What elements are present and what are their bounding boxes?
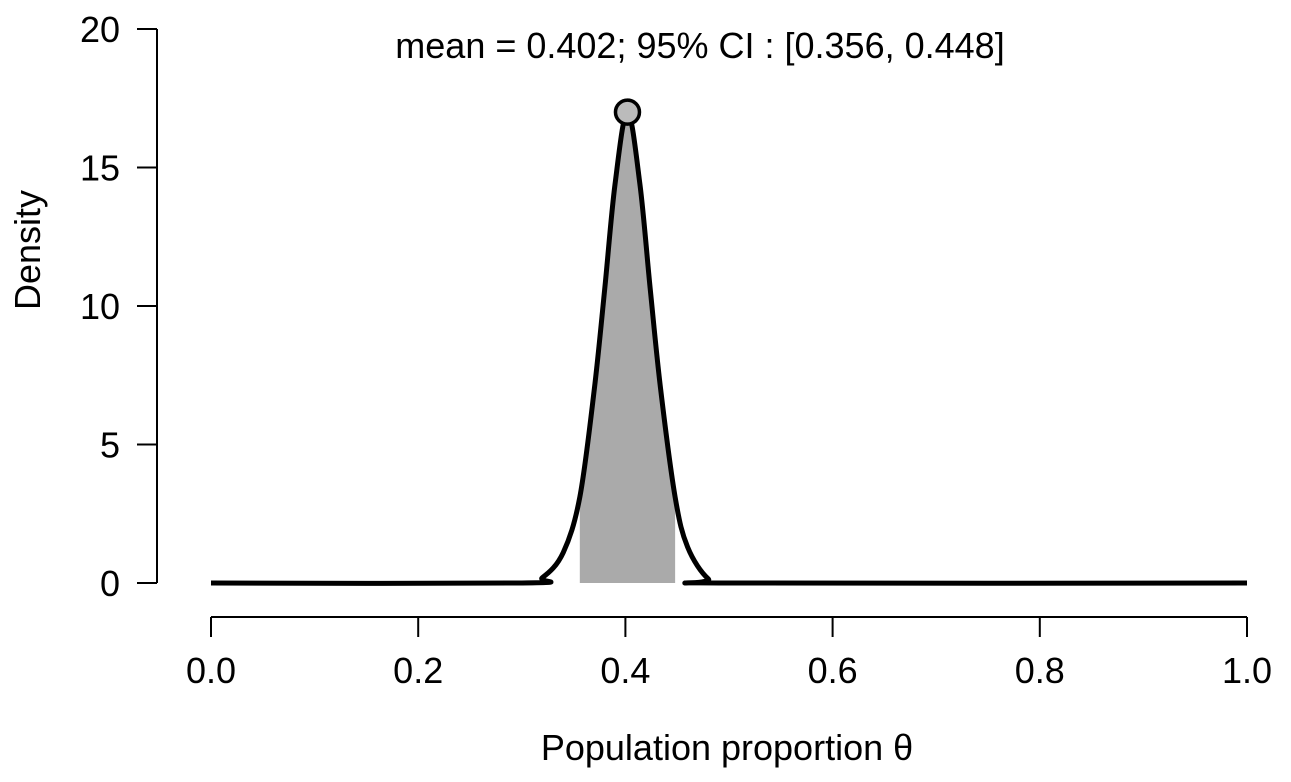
x-tick-label: 0.0 (186, 650, 236, 691)
density-curve (210, 109, 1248, 586)
ci-shaded-area (579, 112, 676, 583)
x-tick-label: 1.0 (1222, 650, 1272, 691)
y-tick-label: 0 (100, 563, 120, 604)
y-tick-label: 5 (100, 425, 120, 466)
x-axis: 0.0 0.2 0.4 0.6 0.8 1.0 (186, 616, 1272, 691)
y-axis: 0 5 10 15 20 (80, 9, 158, 604)
plot-area (210, 98, 1248, 586)
y-tick-label: 15 (80, 148, 120, 189)
y-tick-label: 20 (80, 9, 120, 50)
x-tick-label: 0.2 (393, 650, 443, 691)
x-axis-title: Population proportion θ (541, 727, 913, 768)
x-tick-label: 0.8 (1015, 650, 1065, 691)
summary-label: mean = 0.402; 95% CI : [0.356, 0.448] (395, 25, 1004, 66)
y-tick-label: 10 (80, 286, 120, 327)
x-tick-label: 0.6 (808, 650, 858, 691)
y-axis-title: Density (7, 190, 48, 310)
x-tick-label: 0.4 (600, 650, 650, 691)
peak-marker (613, 98, 642, 126)
